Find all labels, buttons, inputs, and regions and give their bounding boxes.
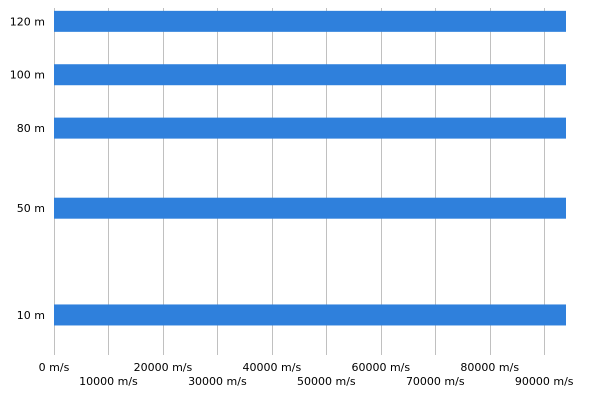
y-tick-label-0: 10 m (17, 309, 45, 322)
x-tick-label-5: 50000 m/s (297, 375, 356, 388)
bar-80m (54, 117, 566, 139)
x-tick-label-9: 90000 m/s (515, 375, 574, 388)
x-tick-label-1: 10000 m/s (79, 375, 138, 388)
x-tick-label-3: 30000 m/s (188, 375, 247, 388)
y-tick-label-4: 120 m (10, 15, 45, 28)
y-tick-label-3: 100 m (10, 69, 45, 82)
grid-lines (54, 8, 545, 355)
bars (54, 10, 566, 326)
y-tick-label-1: 50 m (17, 202, 45, 215)
x-tick-label-2: 20000 m/s (134, 361, 193, 374)
y-axis-labels: 10 m 50 m 80 m 100 m 120 m (10, 15, 45, 322)
bar-120m (54, 10, 566, 32)
x-tick-label-6: 60000 m/s (351, 361, 410, 374)
x-tick-label-4: 40000 m/s (243, 361, 302, 374)
x-tick-label-7: 70000 m/s (406, 375, 465, 388)
bar-100m (54, 64, 566, 86)
y-tick-label-2: 80 m (17, 122, 45, 135)
bar-10m (54, 304, 566, 326)
x-tick-label-8: 80000 m/s (460, 361, 519, 374)
x-tick-label-0: 0 m/s (39, 361, 70, 374)
bar-50m (54, 197, 566, 219)
